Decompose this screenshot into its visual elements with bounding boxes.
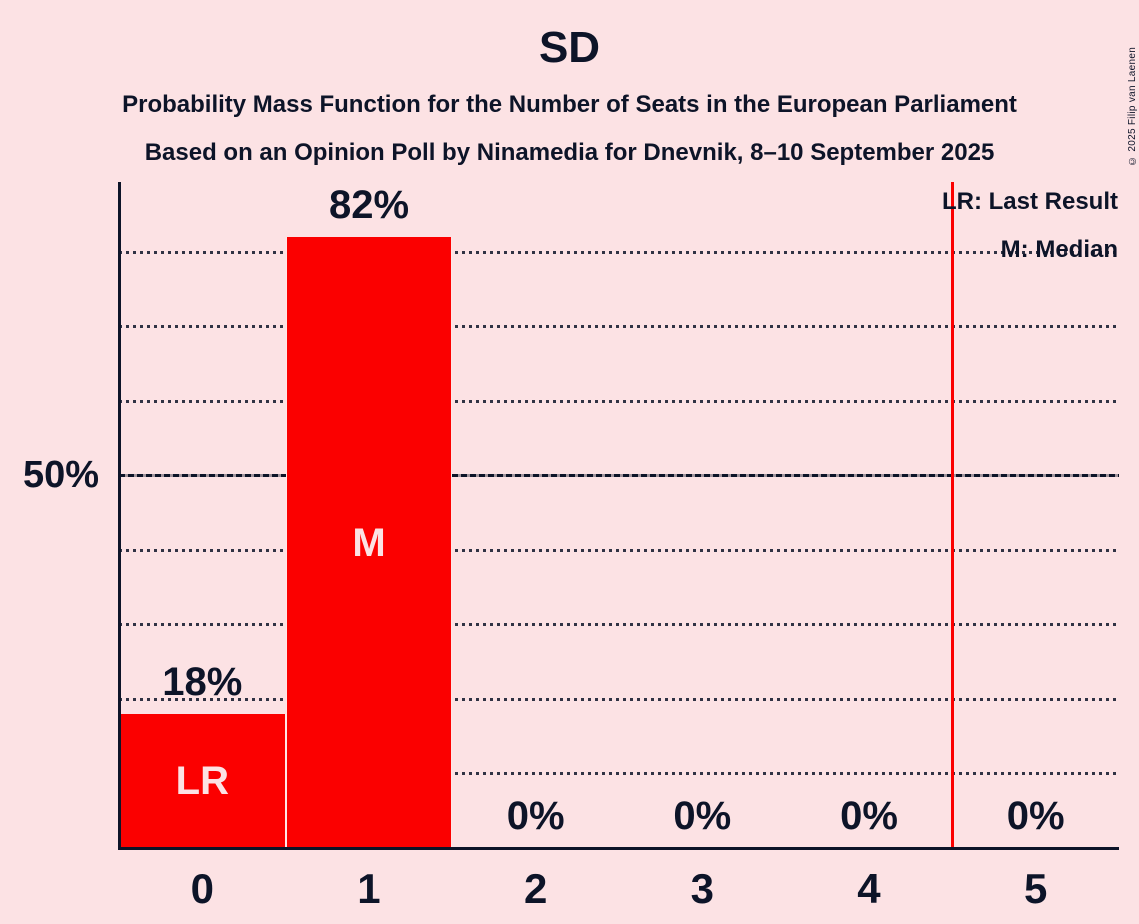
value-label-seats-1: 82% — [328, 183, 410, 228]
x-axis-tick-labels: 0 1 2 3 4 5 — [119, 864, 1119, 918]
bar-annotation-m: M — [352, 520, 386, 565]
x-tick-label-0: 0 — [190, 865, 214, 912]
x-tick-label-4: 4 — [857, 865, 881, 912]
gridline-50pct — [119, 474, 1119, 477]
chart-subtitle-line2: Based on an Opinion Poll by Ninamedia fo… — [144, 139, 995, 166]
gridline-10pct — [119, 772, 1119, 775]
bar-seats-0: LR — [119, 713, 286, 848]
last-result-line — [950, 182, 954, 848]
copyright-notice: © 2025 Filip van Laenen — [1127, 46, 1138, 166]
value-label-seats-5: 0% — [1006, 794, 1065, 838]
value-label-seats-2: 0% — [506, 794, 565, 838]
bar-seats-1: M — [285, 237, 453, 848]
y-axis-tick-label: 50% — [22, 454, 99, 496]
value-label-seats-0: 18% — [162, 659, 243, 704]
x-tick-label-2: 2 — [523, 865, 548, 912]
x-tick-label-1: 1 — [357, 865, 381, 912]
legend-median: M: Median — [1000, 236, 1118, 263]
x-tick-label-3: 3 — [690, 865, 714, 912]
gridline-20pct — [119, 697, 1119, 701]
chart-subtitle-line1: Probability Mass Function for the Number… — [122, 91, 1017, 118]
gridline-70pct — [119, 325, 1119, 328]
value-label-seats-4: 0% — [840, 794, 898, 838]
y-axis-line — [118, 182, 121, 850]
gridline-80pct — [119, 250, 1119, 254]
x-axis-line — [118, 847, 1119, 850]
chart-title: SD — [538, 23, 601, 72]
legend: LR: Last Result M: Median — [942, 178, 1118, 274]
value-label-seats-3: 0% — [673, 794, 732, 838]
bar-annotation-lr: LR — [175, 758, 229, 803]
x-tick-label-5: 5 — [1023, 865, 1048, 912]
plot-area: LR 18% M 82% 0% 0% 0% 0% — [118, 182, 1119, 850]
gridline-30pct — [119, 623, 1119, 626]
legend-last-result: LR: Last Result — [941, 188, 1118, 215]
gridline-40pct — [119, 548, 1119, 552]
gridline-60pct — [119, 399, 1119, 403]
